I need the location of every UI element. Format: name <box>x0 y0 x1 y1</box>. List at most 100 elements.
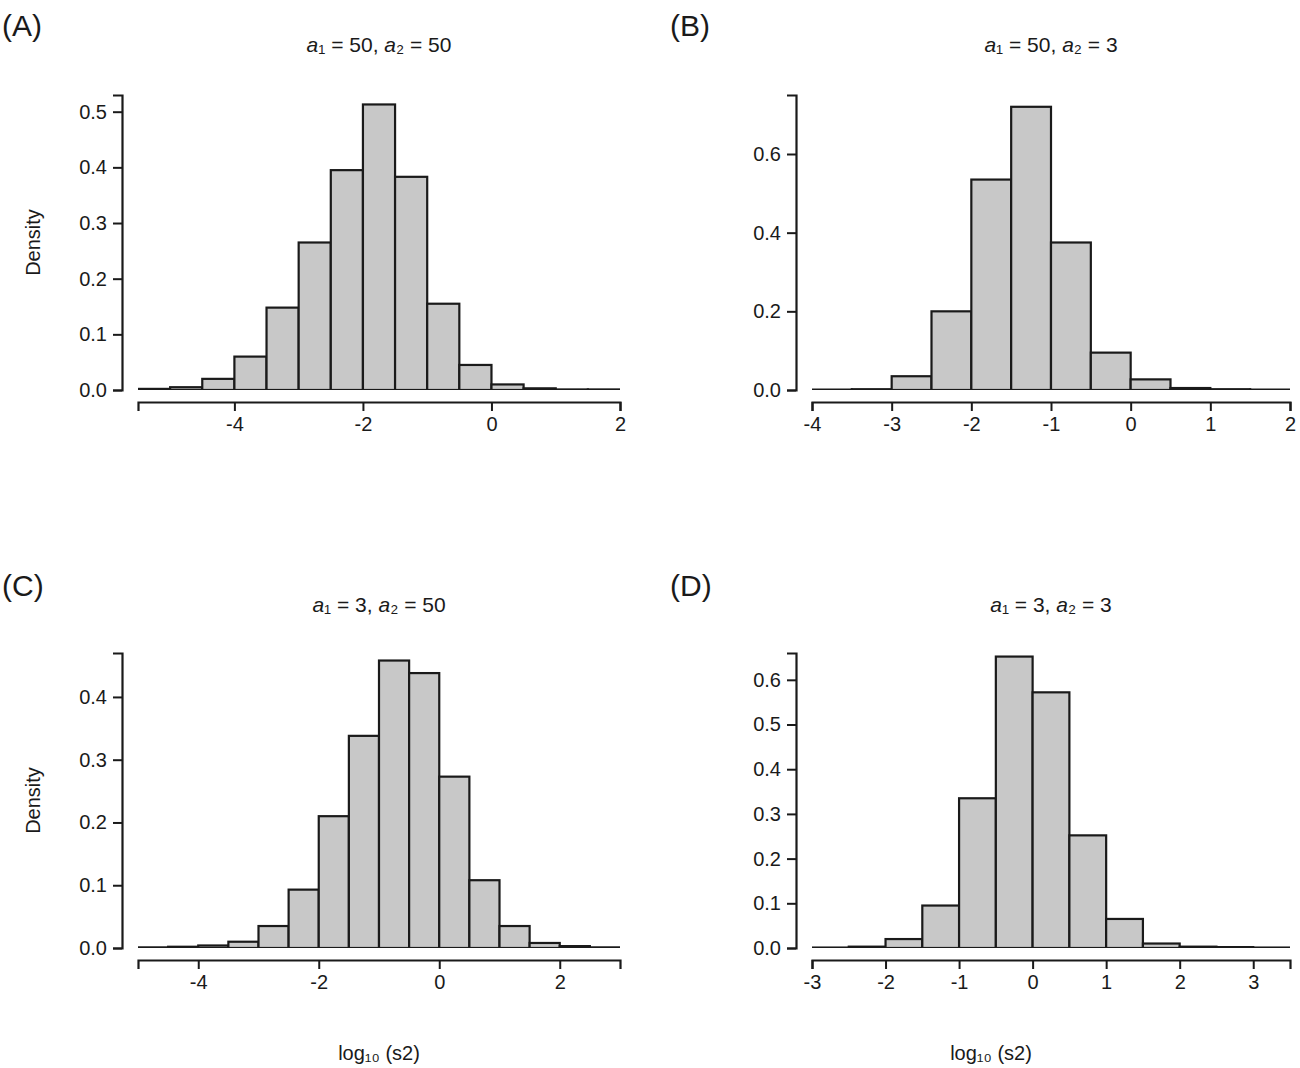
x-tick-label: 1 <box>1101 971 1112 993</box>
y-tick: 0.5 <box>753 713 796 735</box>
histogram-bar <box>1131 379 1171 390</box>
y-tick-mark <box>113 390 122 392</box>
x-tick: -4 <box>226 402 244 435</box>
y-tick: 0.2 <box>753 300 796 322</box>
histogram-bar <box>1253 946 1290 948</box>
histogram-bar <box>812 389 852 390</box>
y-axis-line <box>113 654 123 949</box>
x-tick-mark <box>198 960 200 969</box>
histogram-bar <box>530 943 560 948</box>
x-tick: -2 <box>963 402 981 435</box>
histogram-bar <box>289 890 319 948</box>
x-tick: 2 <box>1285 402 1296 435</box>
histogram-bar <box>849 947 886 948</box>
y-tick-mark <box>113 334 122 336</box>
x-tick-label: -4 <box>804 413 822 435</box>
x-tick-mark <box>891 402 893 411</box>
x-axis: -4 -2 0 2 <box>139 402 627 435</box>
y-tick-label: 0.5 <box>753 713 781 735</box>
bars <box>138 661 620 948</box>
panel: -4-2020.00.10.20.30.40.5a₁ = 50, a₂ = 50… <box>2 9 626 435</box>
histogram-bar <box>138 946 168 948</box>
y-tick-mark <box>787 679 796 681</box>
x-axis-title: log₁₀ (s2) <box>338 1042 420 1064</box>
y-tick-label: 0.0 <box>79 379 107 401</box>
x-tick-mark <box>439 960 441 969</box>
histogram-bar <box>556 388 588 390</box>
x-tick: -4 <box>804 402 822 435</box>
y-tick-label: 0.3 <box>753 803 781 825</box>
x-tick: -1 <box>951 960 969 993</box>
y-tick-mark <box>787 232 796 234</box>
x-tick: -2 <box>355 402 373 435</box>
histogram-bar <box>560 946 590 948</box>
x-tick: 2 <box>555 960 566 993</box>
y-tick-mark <box>787 311 796 313</box>
histogram-bar <box>198 945 228 948</box>
x-tick-label: -2 <box>877 971 895 993</box>
x-tick: 1 <box>1101 960 1112 993</box>
histogram-bar <box>971 180 1011 390</box>
x-tick: 2 <box>615 402 626 435</box>
histogram-bar <box>996 657 1033 948</box>
x-tick: 0 <box>1028 960 1039 993</box>
y-tick-label: 0.5 <box>79 101 107 123</box>
y-axis-line <box>787 96 797 391</box>
x-tick-mark <box>234 402 236 411</box>
x-axis-line <box>139 961 621 970</box>
bars <box>812 657 1290 948</box>
y-tick: 0.1 <box>79 323 122 345</box>
histogram-bar <box>349 736 379 948</box>
y-tick: 0.2 <box>753 848 796 870</box>
figure: -4-2020.00.10.20.30.40.5a₁ = 50, a₂ = 50… <box>0 0 1300 1068</box>
histogram-bar <box>1171 388 1211 390</box>
x-tick-label: 0 <box>486 413 497 435</box>
histogram-bar <box>1180 947 1217 948</box>
histogram-bar <box>852 388 892 390</box>
x-tick-label: -4 <box>226 413 244 435</box>
x-axis: -3-2-10123 <box>804 960 1291 993</box>
y-tick: 0.5 <box>79 101 122 123</box>
y-tick-label: 0.1 <box>79 874 107 896</box>
histogram-bar <box>588 388 620 390</box>
histogram-bar <box>439 777 469 948</box>
x-tick-label: -2 <box>310 971 328 993</box>
x-tick-mark <box>1032 960 1034 969</box>
histogram-bar <box>331 170 363 390</box>
histogram-bar <box>170 387 202 390</box>
x-tick: 0 <box>434 960 445 993</box>
histogram-bar <box>379 661 409 948</box>
x-tick-label: -1 <box>951 971 969 993</box>
y-tick-label: 0.3 <box>79 212 107 234</box>
histogram-bar <box>1250 389 1290 390</box>
x-tick-mark <box>1290 402 1292 411</box>
panel-label: (C) <box>2 569 44 602</box>
histogram-bar <box>500 926 530 948</box>
x-tick-mark <box>559 960 561 969</box>
y-tick: 0.0 <box>79 937 122 959</box>
y-tick-mark <box>787 769 796 771</box>
histogram-bar <box>299 243 331 391</box>
y-tick-label: 0.2 <box>753 300 781 322</box>
x-tick-mark <box>812 960 814 969</box>
x-tick: -2 <box>310 960 328 993</box>
y-tick-mark <box>787 724 796 726</box>
x-tick-label: -2 <box>963 413 981 435</box>
x-tick-mark <box>1106 960 1108 969</box>
y-tick-label: 0.6 <box>753 143 781 165</box>
x-tick-mark <box>1130 402 1132 411</box>
y-tick-label: 0.2 <box>79 811 107 833</box>
y-tick-label: 0.1 <box>79 323 107 345</box>
y-tick: 0.4 <box>753 758 796 780</box>
x-tick-label: -2 <box>355 413 373 435</box>
x-tick-label: 1 <box>1205 413 1216 435</box>
histogram-bar <box>202 379 234 390</box>
x-tick-mark <box>362 402 364 411</box>
y-tick-mark <box>113 278 122 280</box>
x-tick-mark <box>1179 960 1181 969</box>
y-tick: 0.4 <box>79 686 122 708</box>
histogram-bar <box>363 104 395 390</box>
x-tick: 3 <box>1248 960 1259 993</box>
x-tick: 0 <box>1126 402 1137 435</box>
histogram-bar <box>959 798 996 948</box>
